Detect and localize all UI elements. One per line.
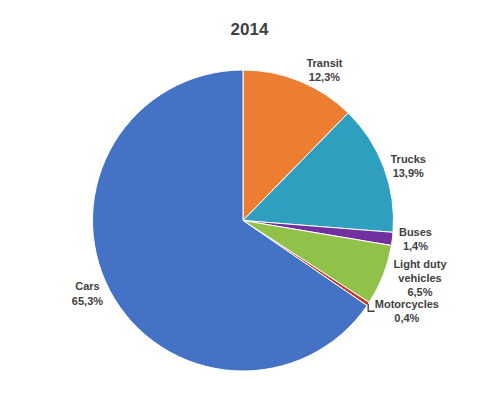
svg-text:Light dutyvehicles6,5%: Light dutyvehicles6,5%	[393, 258, 447, 299]
svg-text:Motorcycles0,4%: Motorcycles0,4%	[375, 298, 439, 324]
svg-text:Cars65,3%: Cars65,3%	[72, 280, 103, 306]
svg-text:Buses1,4%: Buses1,4%	[399, 226, 432, 252]
svg-text:2014: 2014	[231, 20, 269, 39]
svg-text:Transit12,3%: Transit12,3%	[306, 57, 342, 83]
svg-text:Trucks13,9%: Trucks13,9%	[390, 153, 425, 179]
